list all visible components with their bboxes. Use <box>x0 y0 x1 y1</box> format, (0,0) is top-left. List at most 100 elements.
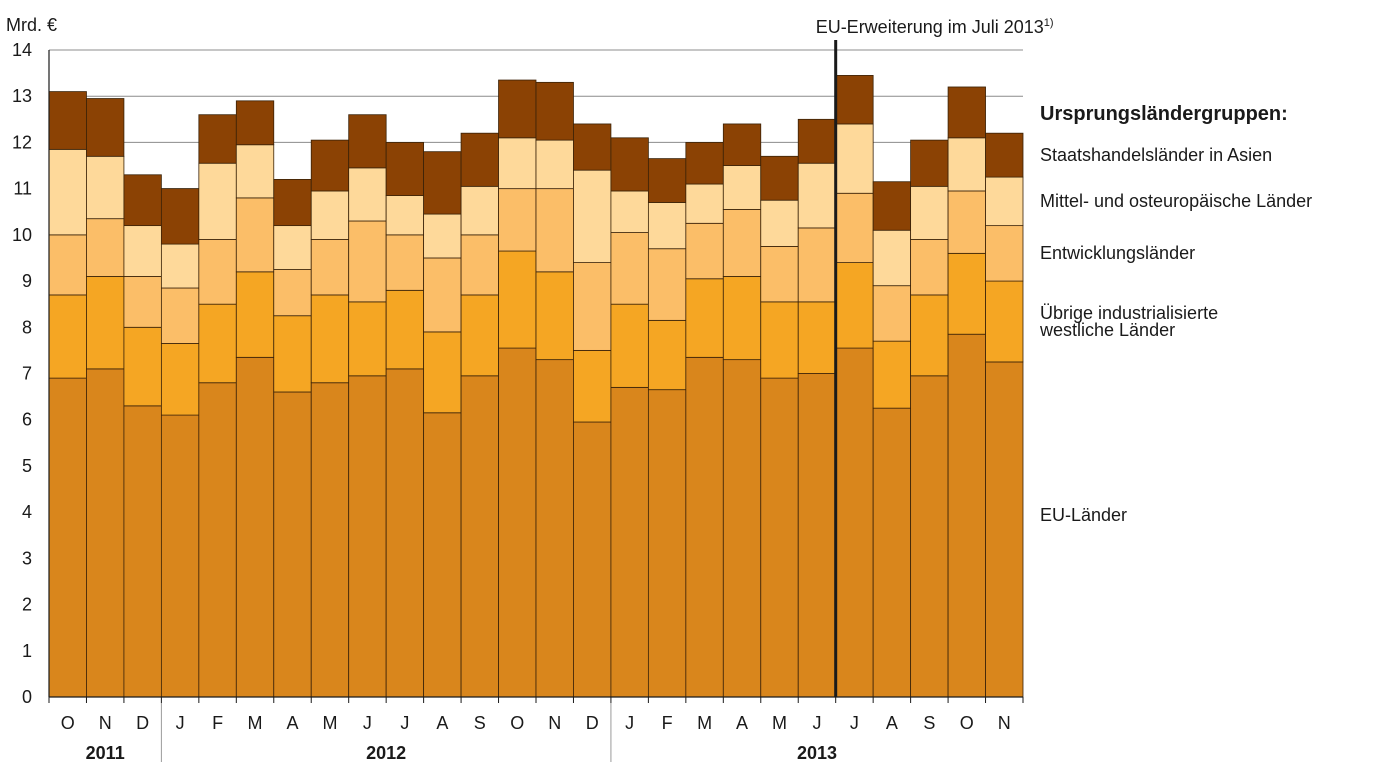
y-tick-label: 9 <box>22 271 32 291</box>
bar-segment <box>760 377 799 698</box>
x-tick-label: M <box>772 713 787 733</box>
bar-segment <box>647 202 687 250</box>
bar-segment <box>385 368 425 698</box>
y-tick-label: 10 <box>12 225 32 245</box>
bar-segment <box>385 234 425 291</box>
bar-segment <box>460 234 499 296</box>
bar-segment <box>947 333 986 698</box>
bar-segment <box>647 248 687 321</box>
x-tick-label: M <box>697 713 712 733</box>
bar-segment <box>235 100 275 146</box>
bar-segment <box>310 239 350 296</box>
bar-segment <box>685 222 724 280</box>
bar-segment <box>498 188 537 252</box>
bar-segment <box>647 319 687 391</box>
bar-segment <box>610 303 649 388</box>
bar-segment <box>797 301 837 374</box>
bar-segment <box>86 98 125 157</box>
bar-segment <box>423 412 462 698</box>
bar-segment <box>310 294 350 384</box>
bar-segment <box>48 91 87 150</box>
y-tick-label: 8 <box>22 317 32 337</box>
year-label: 2012 <box>366 743 406 763</box>
legend-item-eu: EU-Länder <box>1040 505 1128 525</box>
x-tick-label: A <box>886 713 898 733</box>
legend-item-western-line1: Übrige industrialisierte <box>1040 303 1219 323</box>
bar-segment <box>198 114 237 164</box>
bar-segment <box>235 356 275 698</box>
legend-item-western-line2: westliche Länder <box>1040 320 1176 340</box>
bar-segment <box>123 174 162 227</box>
bar-segment <box>310 382 350 698</box>
bar-segment <box>760 246 799 303</box>
bar-segment <box>460 185 499 236</box>
bar-segment <box>910 139 949 187</box>
y-axis-unit-label: Mrd. € <box>6 15 57 35</box>
bar-segment <box>348 301 387 377</box>
bar-segment <box>910 239 949 296</box>
y-tick-label: 5 <box>22 456 32 476</box>
bar-segment <box>872 229 912 287</box>
bar-segment <box>910 185 949 240</box>
bar-segment <box>385 142 425 196</box>
bar-segment <box>348 375 387 698</box>
bar-segment <box>48 377 87 698</box>
x-tick-label: D <box>586 713 599 733</box>
bar-segment <box>947 190 986 254</box>
bar-segment <box>86 218 125 277</box>
bar-segment <box>48 148 87 236</box>
bar-segment <box>198 382 237 698</box>
bar-segment <box>160 188 200 245</box>
bar-segment <box>273 178 312 227</box>
bar-segment <box>910 294 949 377</box>
bar-segment <box>760 301 799 379</box>
y-tick-label: 1 <box>22 641 32 661</box>
bar-segment <box>573 169 612 263</box>
x-tick-label: S <box>474 713 486 733</box>
bar-segment <box>460 132 499 187</box>
bar-segment <box>423 151 462 215</box>
bar-segment <box>647 158 687 203</box>
bar-segment <box>685 356 724 698</box>
bar-segment <box>573 349 612 423</box>
x-tick-label: J <box>625 713 634 733</box>
bar-segment <box>198 239 237 305</box>
legend-item-asia: Staatshandelsländer in Asien <box>1040 145 1273 165</box>
bar-segment <box>835 347 874 698</box>
x-tick-label: N <box>998 713 1011 733</box>
bar-segment <box>348 114 387 169</box>
bar-segment <box>460 375 499 698</box>
bar-segment <box>86 155 125 220</box>
bar-segment <box>573 123 612 171</box>
bar-segment <box>310 190 350 240</box>
bar-segment <box>86 276 125 370</box>
bar-segment <box>722 359 762 698</box>
x-tick-label: F <box>212 713 223 733</box>
x-tick-label: J <box>176 713 185 733</box>
bar-segment <box>123 326 162 407</box>
bar-segment <box>273 269 312 317</box>
bar-segment <box>235 144 275 199</box>
bar-segment <box>947 86 986 139</box>
bar-segment <box>273 391 312 698</box>
bar-segment <box>947 137 986 192</box>
x-tick-label: J <box>363 713 372 733</box>
bar-segment <box>423 331 462 414</box>
x-tick-label: D <box>136 713 149 733</box>
x-tick-label: J <box>850 713 859 733</box>
x-tick-label: O <box>61 713 75 733</box>
x-tick-label: M <box>248 713 263 733</box>
bar-segment <box>123 225 162 277</box>
bar-segment <box>423 257 462 333</box>
y-tick-label: 13 <box>12 86 32 106</box>
bar-segment <box>872 340 912 409</box>
bar-segment <box>722 123 762 166</box>
bar-segment <box>273 315 312 393</box>
y-tick-label: 0 <box>22 687 32 707</box>
bar-segment <box>160 243 200 289</box>
y-tick-label: 2 <box>22 595 32 615</box>
y-tick-label: 12 <box>12 132 32 152</box>
bar-segment <box>498 250 537 349</box>
